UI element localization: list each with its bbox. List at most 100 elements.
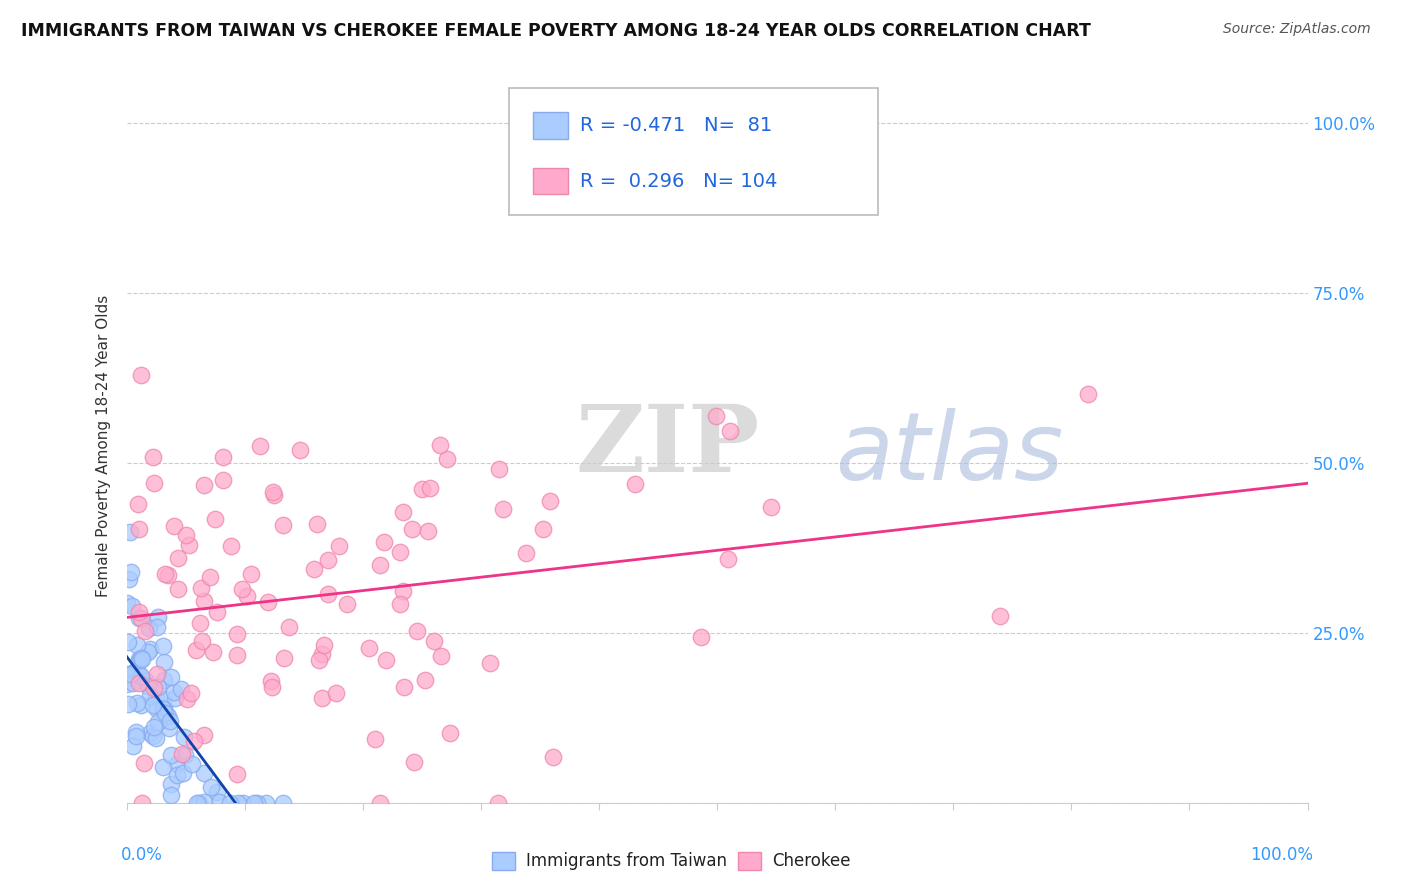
Point (187, 796, 209, 810)
Point (254, 796, 277, 810)
Point (405, 624, 427, 638)
Point (538, 494, 561, 508)
Point (717, 551, 740, 566)
Point (132, 756, 155, 770)
Point (145, 619, 167, 633)
Point (419, 481, 441, 495)
Point (311, 647, 333, 661)
Point (193, 766, 215, 780)
Point (174, 528, 197, 542)
Point (273, 796, 295, 810)
Point (225, 627, 247, 641)
Text: R = -0.471   N=  81: R = -0.471 N= 81 (579, 116, 772, 136)
Point (336, 597, 359, 611)
Point (207, 605, 229, 619)
Point (225, 767, 247, 781)
Point (388, 597, 411, 611)
Point (225, 648, 247, 663)
Text: Cherokee: Cherokee (772, 852, 851, 870)
Text: 100.0%: 100.0% (1250, 846, 1313, 863)
Point (191, 634, 214, 648)
Point (207, 785, 229, 799)
Point (219, 539, 242, 553)
Point (128, 675, 150, 690)
Point (314, 638, 336, 652)
Point (166, 768, 188, 782)
Point (139, 726, 162, 740)
Point (125, 729, 148, 743)
Point (160, 777, 183, 791)
Point (364, 732, 387, 747)
Point (146, 715, 169, 730)
Point (418, 524, 440, 538)
Point (139, 642, 162, 657)
Point (128, 611, 150, 625)
Point (211, 473, 233, 487)
Point (704, 409, 727, 423)
Point (136, 679, 159, 693)
Point (163, 519, 186, 533)
Point (152, 701, 174, 715)
Point (145, 690, 167, 705)
Text: 0.0%: 0.0% (121, 846, 163, 863)
Point (689, 630, 711, 644)
Point (152, 701, 174, 715)
Point (1077, 387, 1099, 401)
Point (167, 582, 190, 596)
Point (146, 609, 169, 624)
Point (242, 796, 264, 810)
Point (257, 595, 280, 609)
Point (157, 721, 180, 735)
Point (190, 615, 212, 630)
Point (273, 517, 295, 532)
Point (146, 701, 169, 715)
Point (165, 690, 187, 705)
Point (153, 655, 176, 669)
Point (131, 796, 153, 810)
Point (307, 516, 329, 531)
Point (143, 720, 166, 734)
Point (373, 535, 395, 549)
Point (121, 675, 143, 690)
Point (148, 681, 170, 695)
Point (718, 424, 741, 438)
Point (152, 691, 174, 706)
Y-axis label: Female Poverty Among 18-24 Year Olds: Female Poverty Among 18-24 Year Olds (96, 295, 111, 597)
Point (183, 734, 205, 748)
Point (129, 368, 152, 382)
Point (392, 505, 415, 519)
Point (245, 796, 267, 810)
Point (117, 635, 139, 649)
Text: ZIP: ZIP (575, 401, 759, 491)
Point (118, 572, 141, 586)
Point (157, 708, 180, 723)
Point (308, 653, 330, 667)
Point (184, 643, 207, 657)
Point (436, 451, 458, 466)
Point (131, 651, 153, 665)
Point (134, 624, 156, 638)
Point (129, 669, 152, 683)
Point (128, 667, 150, 681)
Point (488, 462, 510, 476)
Point (302, 562, 325, 576)
Point (218, 796, 240, 810)
Point (117, 697, 139, 711)
Point (160, 670, 183, 684)
Point (415, 673, 437, 687)
Point (515, 545, 537, 559)
Point (120, 566, 142, 580)
Point (200, 780, 222, 795)
Text: IMMIGRANTS FROM TAIWAN VS CHEROKEE FEMALE POVERTY AMONG 18-24 YEAR OLDS CORRELAT: IMMIGRANTS FROM TAIWAN VS CHEROKEE FEMAL… (21, 22, 1091, 40)
Point (198, 569, 221, 583)
Point (429, 438, 451, 452)
Point (159, 747, 181, 762)
Point (249, 439, 271, 453)
Point (288, 442, 311, 457)
Point (177, 538, 200, 552)
Point (153, 566, 176, 581)
Point (163, 685, 186, 699)
Point (121, 739, 143, 754)
Point (190, 581, 212, 595)
Point (531, 522, 554, 536)
